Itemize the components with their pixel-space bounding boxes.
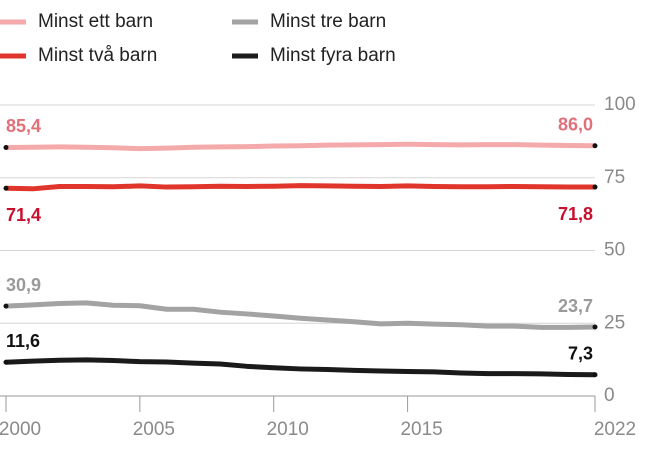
y-tick-label: 75 (604, 167, 625, 188)
y-tick-label: 0 (604, 385, 615, 406)
y-tick-label: 100 (604, 94, 636, 115)
value-label: 85,4 (6, 116, 41, 136)
series-line (5, 357, 596, 378)
end-dot (592, 324, 598, 330)
legend-label: Minst ett barn (38, 11, 153, 32)
end-dot (3, 144, 9, 150)
x-tick-label: 2010 (267, 419, 309, 440)
x-tick-label: 2000 (0, 419, 41, 440)
value-label: 23,7 (558, 296, 593, 316)
value-label: 71,8 (558, 204, 593, 224)
legend-label: Minst fyra barn (270, 45, 396, 66)
end-dot (3, 185, 9, 191)
end-dot (3, 303, 9, 309)
value-label: 7,3 (568, 344, 593, 364)
end-dot (592, 184, 598, 190)
value-label: 30,9 (6, 275, 41, 295)
value-label: 11,6 (6, 331, 40, 351)
end-dot (592, 143, 598, 149)
value-label: 86,0 (558, 114, 593, 134)
end-dot (592, 372, 598, 378)
value-label: 71,4 (6, 205, 41, 225)
legend-label: Minst tre barn (270, 11, 386, 32)
y-tick-label: 25 (604, 312, 625, 333)
legend-label: Minst två barn (38, 45, 157, 66)
x-tick-label: 2015 (400, 419, 442, 440)
end-dot (3, 359, 9, 365)
series-line (5, 183, 595, 192)
series-line (5, 141, 596, 152)
x-tick-label: 2005 (133, 419, 175, 440)
x-tick-label: 2022 (594, 419, 636, 440)
series-line (5, 300, 596, 330)
y-tick-label: 50 (604, 240, 625, 261)
